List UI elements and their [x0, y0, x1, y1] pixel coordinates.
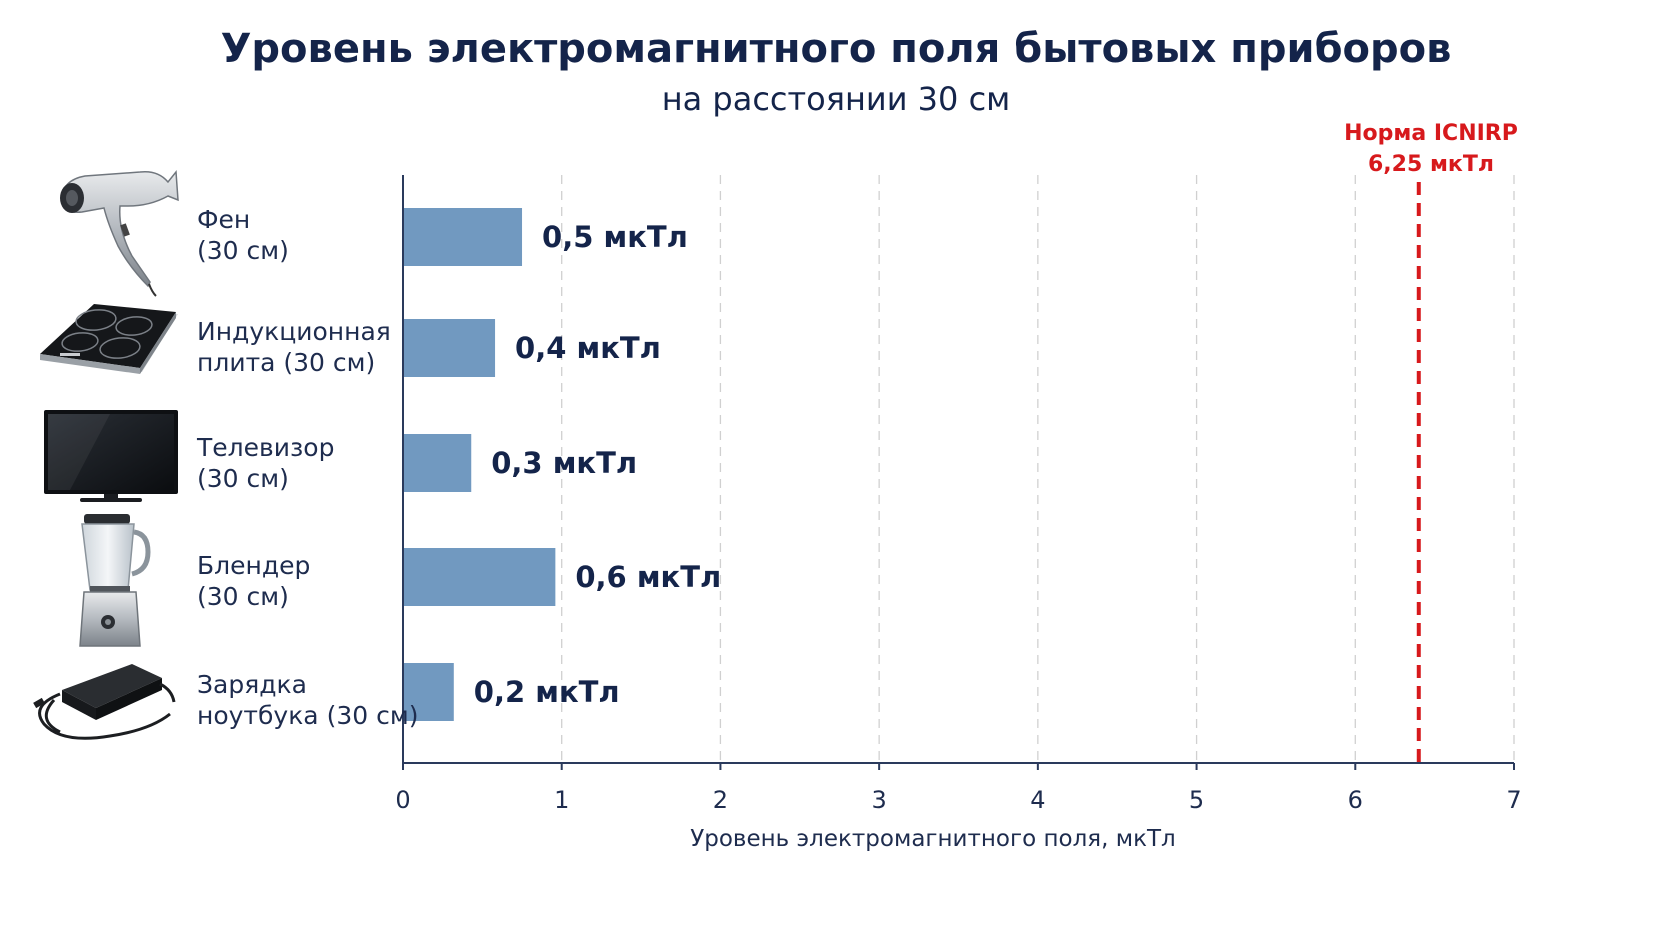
hair-dryer-icon: [60, 170, 179, 297]
bars: 0,5 мкТл 0,4 мкТл 0,3 мкТл 0,6 мкТл 0,2 мкТл: [404, 208, 721, 721]
x-axis-label: Уровень электромагнитного поля, мкТл: [690, 826, 1175, 852]
x-tick-label: 2: [713, 786, 728, 814]
induction-cooktop-icon: [40, 304, 178, 374]
x-tick-label: 1: [554, 786, 569, 814]
reference-label-name: Норма ICNIRP: [1344, 121, 1518, 146]
x-tick-label: 3: [872, 786, 887, 814]
bar: [404, 548, 556, 606]
television-icon: [44, 410, 178, 502]
reference-label-value: 6,25 мкТл: [1368, 152, 1494, 177]
value-label: 0,5 мкТл: [542, 220, 688, 254]
grid: [561, 175, 1515, 763]
category-label-detail: (30 см): [197, 236, 289, 265]
blender-icon: [79, 514, 151, 647]
category-label-detail: ноутбука (30 см): [197, 701, 418, 730]
x-tick-label: 7: [1506, 786, 1521, 814]
bar: [404, 663, 454, 721]
bar: [404, 319, 496, 377]
value-label: 0,6 мкТл: [575, 560, 721, 594]
category-label-detail: плита (30 см): [197, 348, 375, 377]
value-label: 0,3 мкТл: [491, 446, 637, 480]
bar: [404, 434, 472, 492]
category-label: Зарядка: [197, 670, 307, 699]
category-label: Индукционная: [197, 317, 391, 346]
laptop-charger-icon: [33, 664, 176, 740]
category-label-detail: (30 см): [197, 464, 289, 493]
x-tick-label: 0: [395, 786, 410, 814]
axes: 0 1 2 3 4 5 6 7 Уровень электромагнитного поля, …: [395, 175, 1522, 852]
reference-line-group: Норма ICNIRP 6,25 мкТл: [1344, 121, 1518, 763]
value-label: 0,2 мкТл: [474, 675, 620, 709]
category-label: Фен: [197, 205, 250, 234]
category-label: Телевизор: [196, 433, 334, 462]
x-tick-label: 5: [1189, 786, 1204, 814]
x-tick-label: 6: [1348, 786, 1363, 814]
chart-title: Уровень электромагнитного поля бытовых п…: [221, 26, 1452, 72]
x-tick-label: 4: [1030, 786, 1045, 814]
chart-subtitle: на расстоянии 30 см: [662, 80, 1011, 118]
bar: [404, 208, 523, 266]
category-label-detail: (30 см): [197, 582, 289, 611]
value-label: 0,4 мкТл: [515, 331, 661, 365]
category-label: Блендер: [197, 551, 310, 580]
